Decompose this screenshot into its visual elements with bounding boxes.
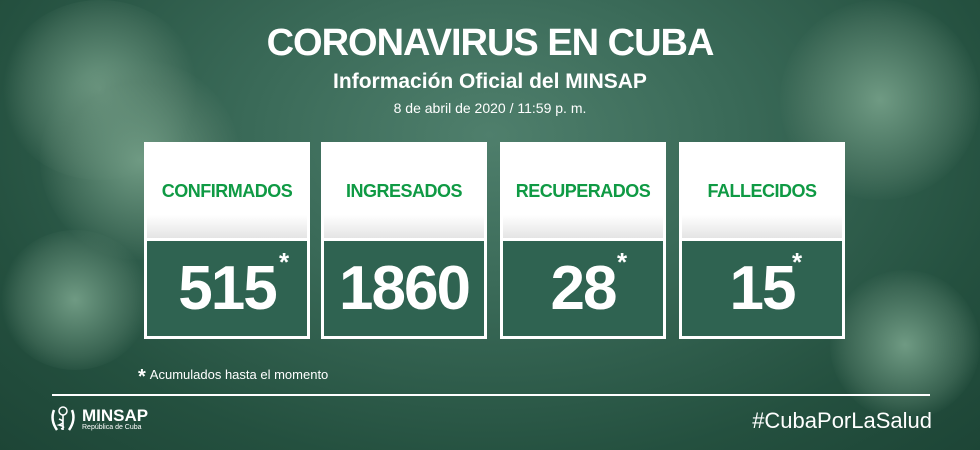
minsap-logo: MINSAP República de Cuba [48,404,148,434]
page-title: CORONAVIRUS EN CUBA [266,22,715,64]
footnote: * Acumulados hasta el momento [138,366,328,389]
stat-label: FALLECIDOS [707,181,817,201]
divider [52,394,930,396]
stat-card-confirmados: CONFIRMADOS 515 * [144,142,310,339]
stat-card-recuperados: RECUPERADOS 28 * [500,142,666,339]
stat-label: INGRESADOS [345,181,463,201]
footnote-text: Acumulados hasta el momento [149,367,329,382]
stat-card-fallecidos: FALLECIDOS 15 * [679,142,845,339]
asterisk: * [792,247,803,277]
stat-value: 28 [550,254,618,323]
stat-label: RECUPERADOS [515,181,651,201]
asterisk: * [279,247,290,277]
stat-value: 1860 [339,254,471,323]
stat-label: CONFIRMADOS [161,181,293,201]
logo-name: MINSAP [82,405,149,425]
stat-card-ingresados: INGRESADOS 1860 [321,142,487,339]
stat-value: 515 [178,254,277,323]
date-text: 8 de abril de 2020 / 11:59 p. m. [393,100,587,116]
logo-subtitle: República de Cuba [82,423,142,431]
virus-illustration [0,230,150,370]
stat-value: 15 [729,254,797,323]
page-subtitle: Información Oficial del MINSAP [333,70,647,93]
asterisk: * [138,366,146,388]
virus-illustration [830,270,980,420]
hashtag: #CubaPorLaSalud [752,408,932,433]
caduceus-laurel-icon [51,406,75,431]
asterisk: * [617,247,628,277]
